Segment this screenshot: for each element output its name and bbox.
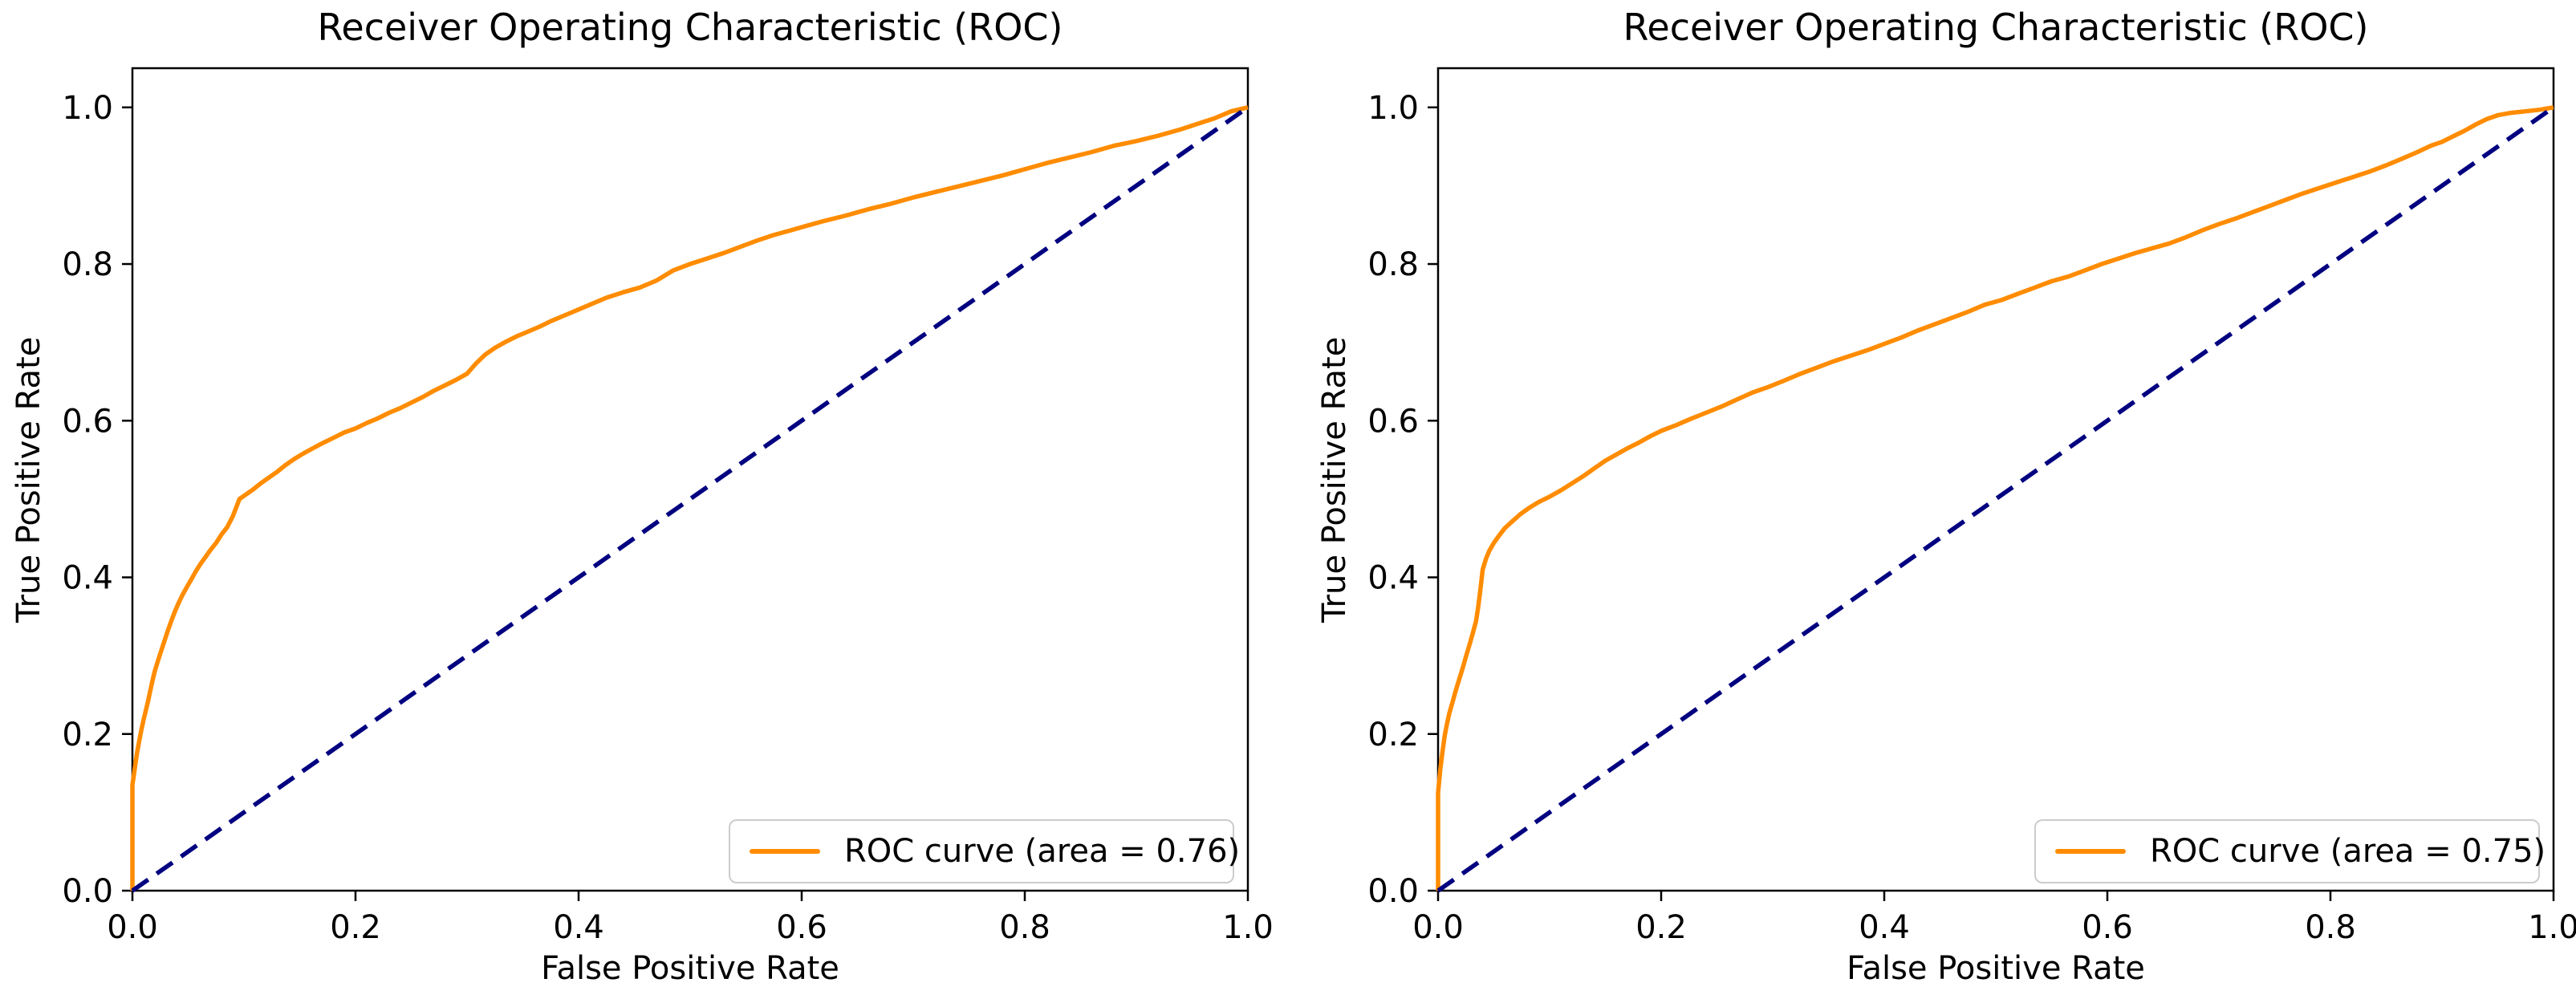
x-tick-label: 0.0 [107,909,158,946]
x-tick-label: 0.6 [776,909,827,946]
y-tick-label: 0.4 [1367,560,1419,597]
plot-frame [1436,67,2555,892]
roc-curve-swatch [750,849,820,854]
chart-title-left: Receiver Operating Characteristic (ROC) [317,6,1063,49]
x-tick-label: 1.0 [2528,909,2576,946]
x-tick-label: 0.2 [330,909,381,946]
x-tick-label: 0.4 [1859,909,1910,946]
x-axis-label-right: False Positive Rate [1847,950,2145,987]
y-tick-label: 0.8 [62,246,113,283]
x-axis-label-left: False Positive Rate [541,950,839,987]
y-tick-label: 0.6 [1367,403,1419,440]
legend-right: ROC curve (area = 0.75) [2034,819,2546,883]
y-tick-label: 0.0 [62,873,113,910]
y-tick-label: 0.0 [1367,873,1419,910]
x-tick-label: 0.8 [2305,909,2356,946]
x-tick-label: 0.8 [999,909,1050,946]
legend-label: ROC curve (area = 0.76) [844,833,1241,870]
y-tick-label: 0.2 [1367,717,1419,753]
x-tick-label: 0.4 [553,909,604,946]
roc-curve-line [1436,105,2554,891]
chance-diagonal-line [1436,105,2555,893]
plot-frame [131,67,1249,892]
roc-curve-line [130,105,1249,891]
x-tick-label: 1.0 [1222,909,1274,946]
y-tick-label: 0.2 [62,717,113,753]
legend-left: ROC curve (area = 0.76) [729,819,1240,883]
y-tick-label: 0.8 [1367,246,1419,283]
y-axis-label-right: True Positive Rate [1316,336,1353,623]
chance-diagonal-line [131,105,1249,893]
x-tick-label: 0.2 [1635,909,1687,946]
x-tick-label: 0.6 [2082,909,2133,946]
y-tick-label: 0.6 [62,403,113,440]
y-axis-label-left: True Positive Rate [10,336,47,623]
legend-label: ROC curve (area = 0.75) [2150,833,2546,870]
roc-curve-swatch [2055,849,2126,854]
y-tick-label: 1.0 [1367,90,1419,127]
x-tick-label: 0.0 [1412,909,1464,946]
y-tick-label: 0.4 [62,560,113,597]
chart-title-right: Receiver Operating Characteristic (ROC) [1623,6,2369,49]
y-tick-label: 1.0 [62,90,113,127]
